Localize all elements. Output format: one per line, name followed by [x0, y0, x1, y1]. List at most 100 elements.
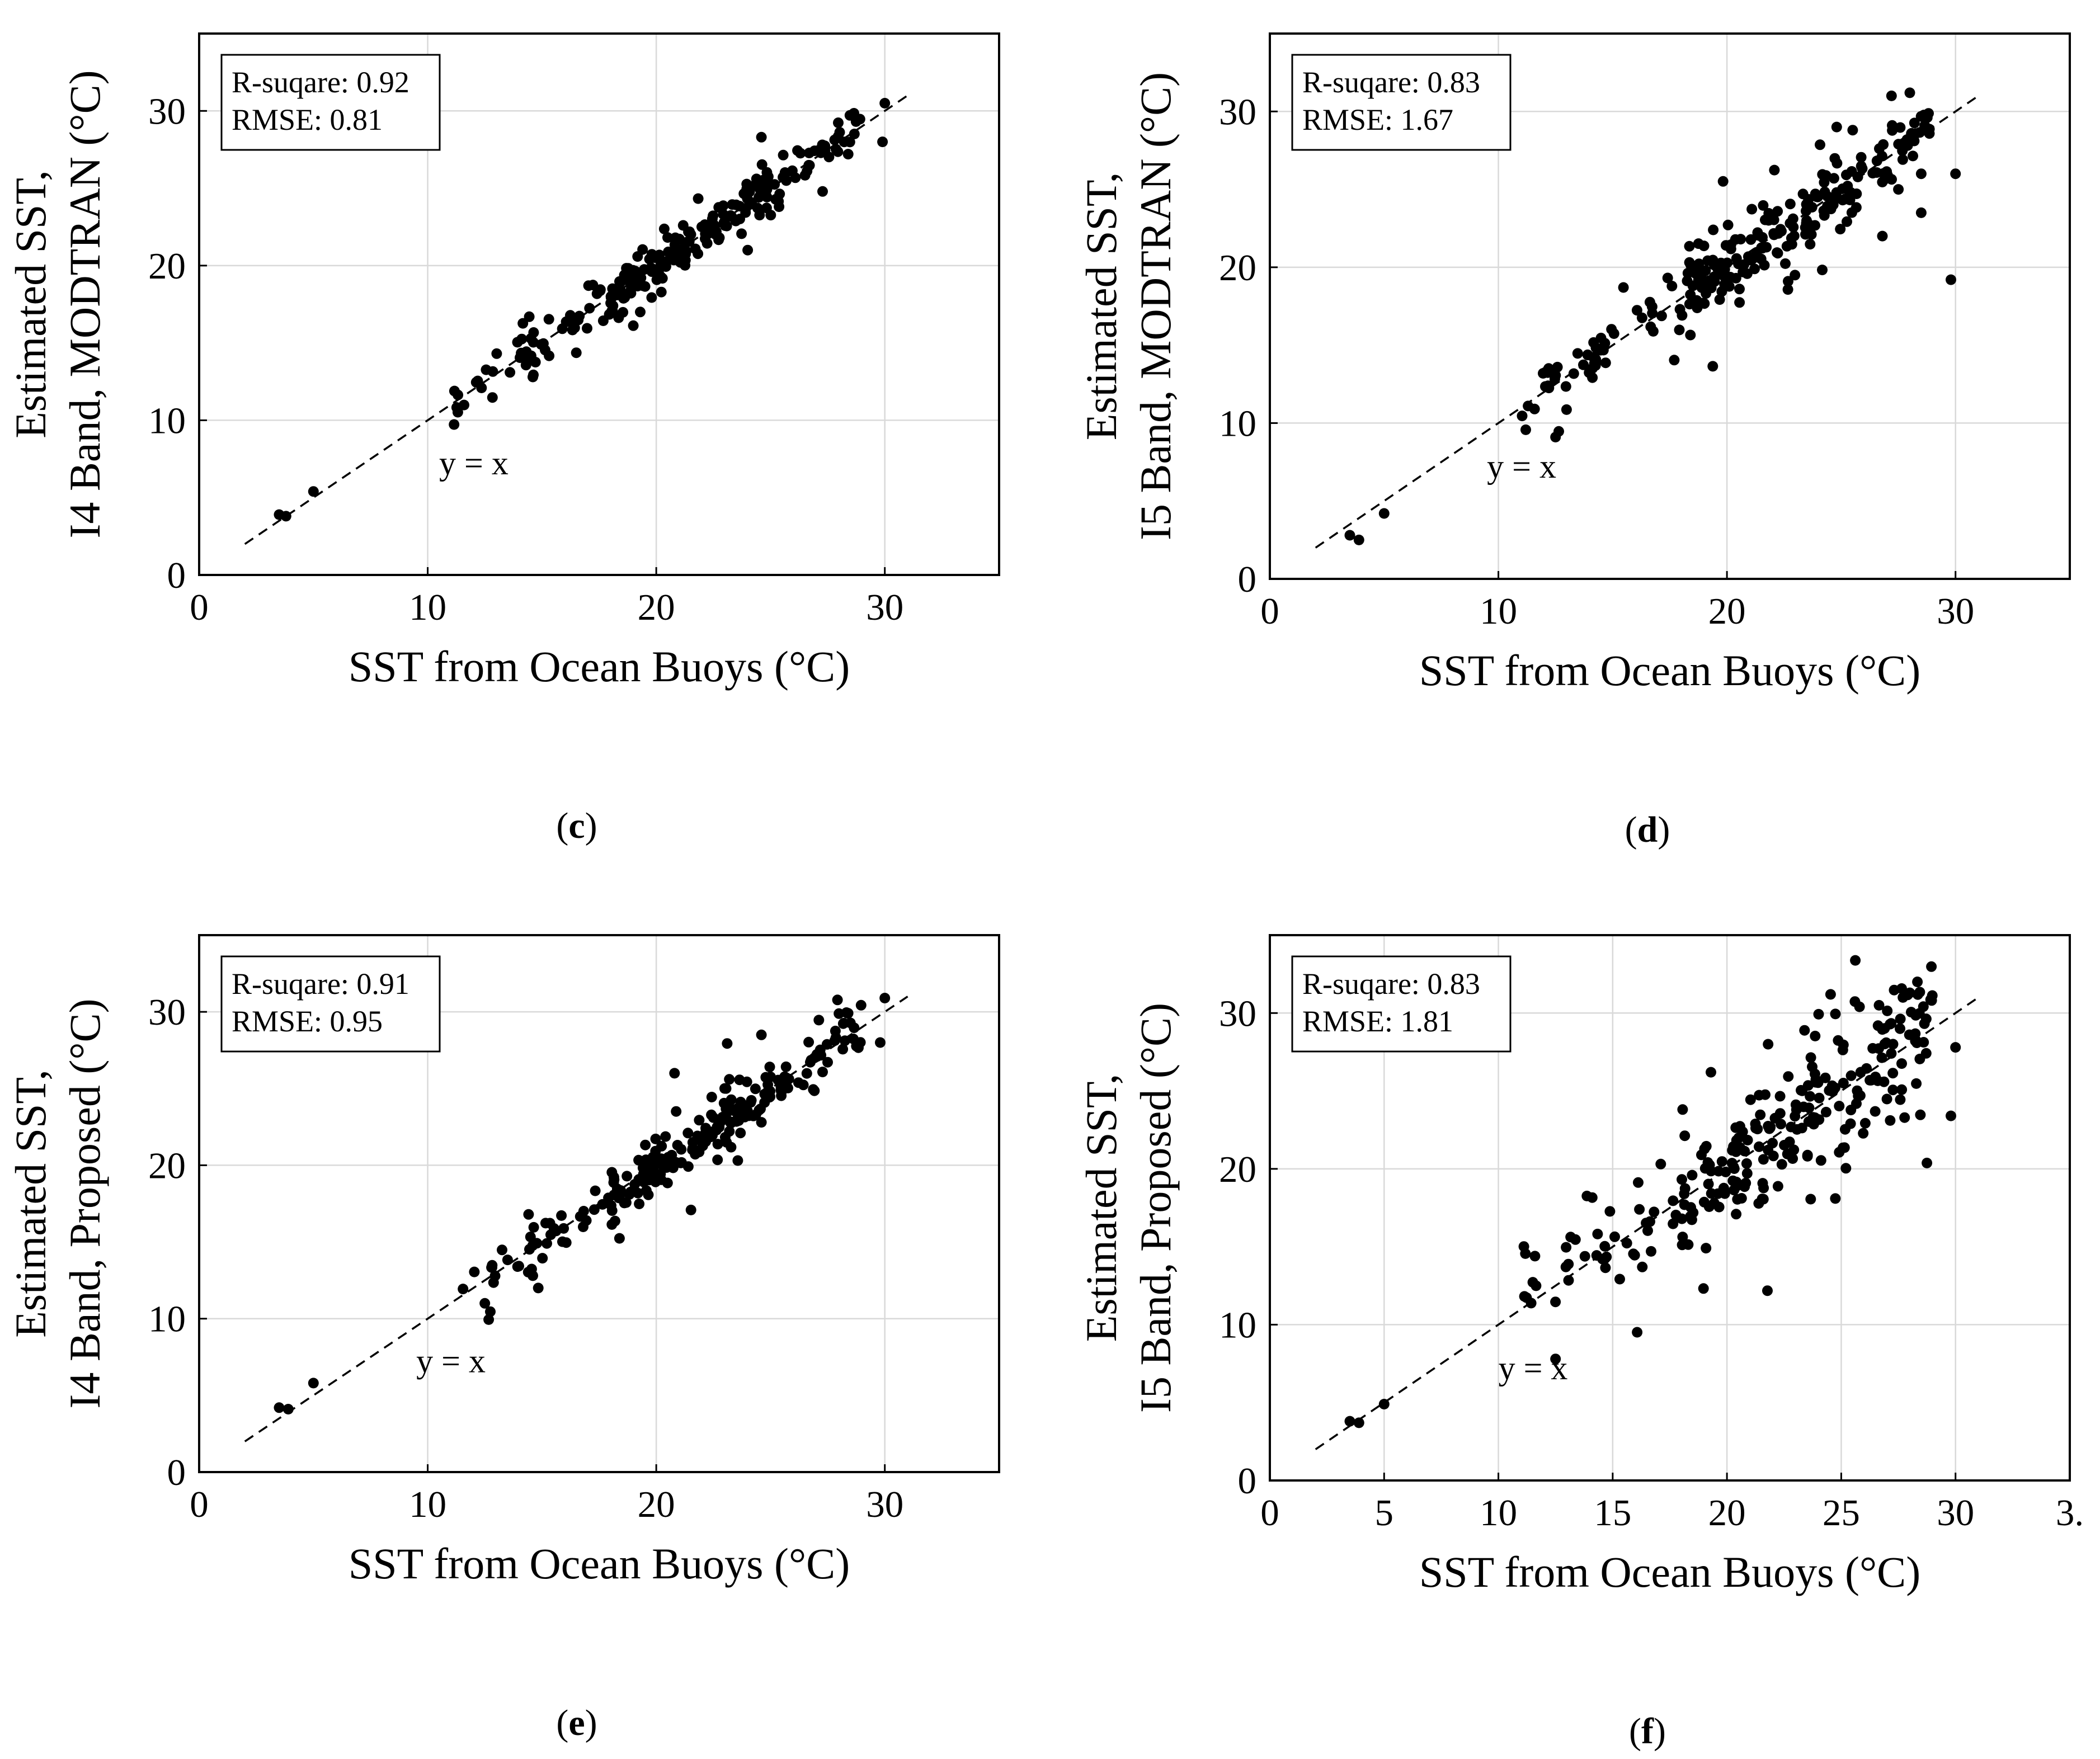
data-point: [1698, 1283, 1709, 1294]
data-point: [274, 1402, 285, 1413]
data-point: [1782, 284, 1793, 295]
data-point: [618, 306, 629, 318]
data-point: [744, 186, 755, 197]
data-point: [1677, 1213, 1688, 1224]
legend-rmse: RMSE: 1.81: [1302, 1005, 1453, 1038]
data-point: [1677, 1239, 1688, 1251]
data-point: [1799, 1025, 1810, 1036]
data-point: [813, 1015, 825, 1026]
data-point: [1896, 1058, 1907, 1069]
data-point: [1772, 248, 1783, 259]
data-point: [1834, 1101, 1845, 1112]
data-point: [470, 377, 482, 388]
data-point: [1825, 989, 1836, 1000]
data-point: [1628, 1248, 1639, 1260]
data-point: [1847, 125, 1858, 136]
data-point: [487, 366, 498, 377]
data-point: [1768, 1150, 1779, 1162]
data-point: [635, 306, 646, 318]
data-point: [1608, 328, 1619, 339]
data-point: [1560, 381, 1571, 392]
data-point: [1609, 1231, 1620, 1242]
reference-line-label: y = x: [1487, 448, 1556, 485]
data-point: [682, 236, 693, 247]
reference-line: [1315, 95, 1979, 549]
data-point: [1666, 281, 1678, 291]
reference-dashed-line: [1315, 95, 1979, 549]
data-point: [1736, 1193, 1747, 1204]
legend-r-square: R-suqare: 0.91: [232, 967, 409, 1001]
data-point: [528, 337, 539, 348]
data-point: [1906, 128, 1917, 139]
data-point: [1634, 1204, 1645, 1215]
data-point: [743, 1110, 755, 1121]
data-point: [1877, 230, 1888, 242]
data-point: [662, 232, 673, 243]
data-point: [721, 1136, 732, 1148]
data-point: [1781, 240, 1792, 252]
data-point: [811, 1049, 822, 1060]
data-point: [1758, 200, 1769, 211]
data-point: [449, 419, 460, 430]
data-point: [449, 385, 460, 397]
data-point: [1838, 1078, 1849, 1088]
data-point: [694, 1115, 705, 1126]
y-tick-label: 30: [148, 992, 186, 1033]
data-point: [694, 1147, 705, 1158]
x-tick-label: 0: [190, 587, 209, 628]
data-point: [520, 360, 531, 371]
data-point: [647, 265, 658, 276]
data-point: [1720, 240, 1731, 251]
data-point: [606, 1200, 616, 1211]
data-point: [1839, 1124, 1851, 1135]
scatter-points: [1344, 87, 1961, 545]
y-tick-label: 30: [148, 91, 186, 132]
data-point: [837, 1018, 849, 1029]
data-point: [1734, 297, 1745, 308]
data-point: [582, 323, 592, 334]
data-point: [712, 1154, 723, 1166]
data-point: [1749, 263, 1760, 275]
data-point: [1758, 1154, 1769, 1165]
data-point: [282, 1404, 294, 1414]
data-point: [1867, 168, 1878, 179]
data-point: [1684, 240, 1695, 252]
data-point: [1698, 1196, 1710, 1208]
data-point: [1600, 1262, 1611, 1274]
legend-box: [220, 54, 441, 151]
data-point: [1908, 150, 1918, 162]
data-point: [1731, 253, 1742, 264]
data-point: [479, 1298, 491, 1309]
data-point: [1895, 1094, 1906, 1105]
data-point: [742, 244, 754, 256]
data-point: [483, 1314, 495, 1325]
data-point: [1914, 1008, 1925, 1019]
data-point: [1830, 1193, 1841, 1204]
data-point: [1761, 242, 1772, 253]
data-point: [1800, 229, 1811, 240]
legend-box: [220, 955, 441, 1053]
data-point: [1662, 272, 1673, 284]
data-point: [1814, 1114, 1825, 1125]
data-point: [1840, 1163, 1852, 1174]
data-point: [817, 1067, 828, 1078]
data-point: [722, 1038, 733, 1049]
data-point: [1729, 1163, 1740, 1174]
data-point: [1378, 508, 1390, 519]
data-point: [657, 273, 668, 284]
data-point: [1642, 1225, 1653, 1236]
data-point: [801, 1068, 812, 1079]
data-point: [646, 249, 657, 260]
y-tick-label: 0: [1238, 1460, 1257, 1502]
data-point: [682, 1128, 694, 1139]
data-point: [608, 300, 619, 312]
data-point: [734, 214, 745, 224]
data-point: [1807, 1061, 1818, 1072]
data-point: [1839, 1142, 1850, 1153]
data-point: [1693, 238, 1704, 249]
data-point: [712, 1139, 723, 1150]
data-point: [658, 223, 670, 234]
legend-rmse: RMSE: 0.81: [232, 103, 383, 136]
data-point: [1725, 272, 1736, 282]
